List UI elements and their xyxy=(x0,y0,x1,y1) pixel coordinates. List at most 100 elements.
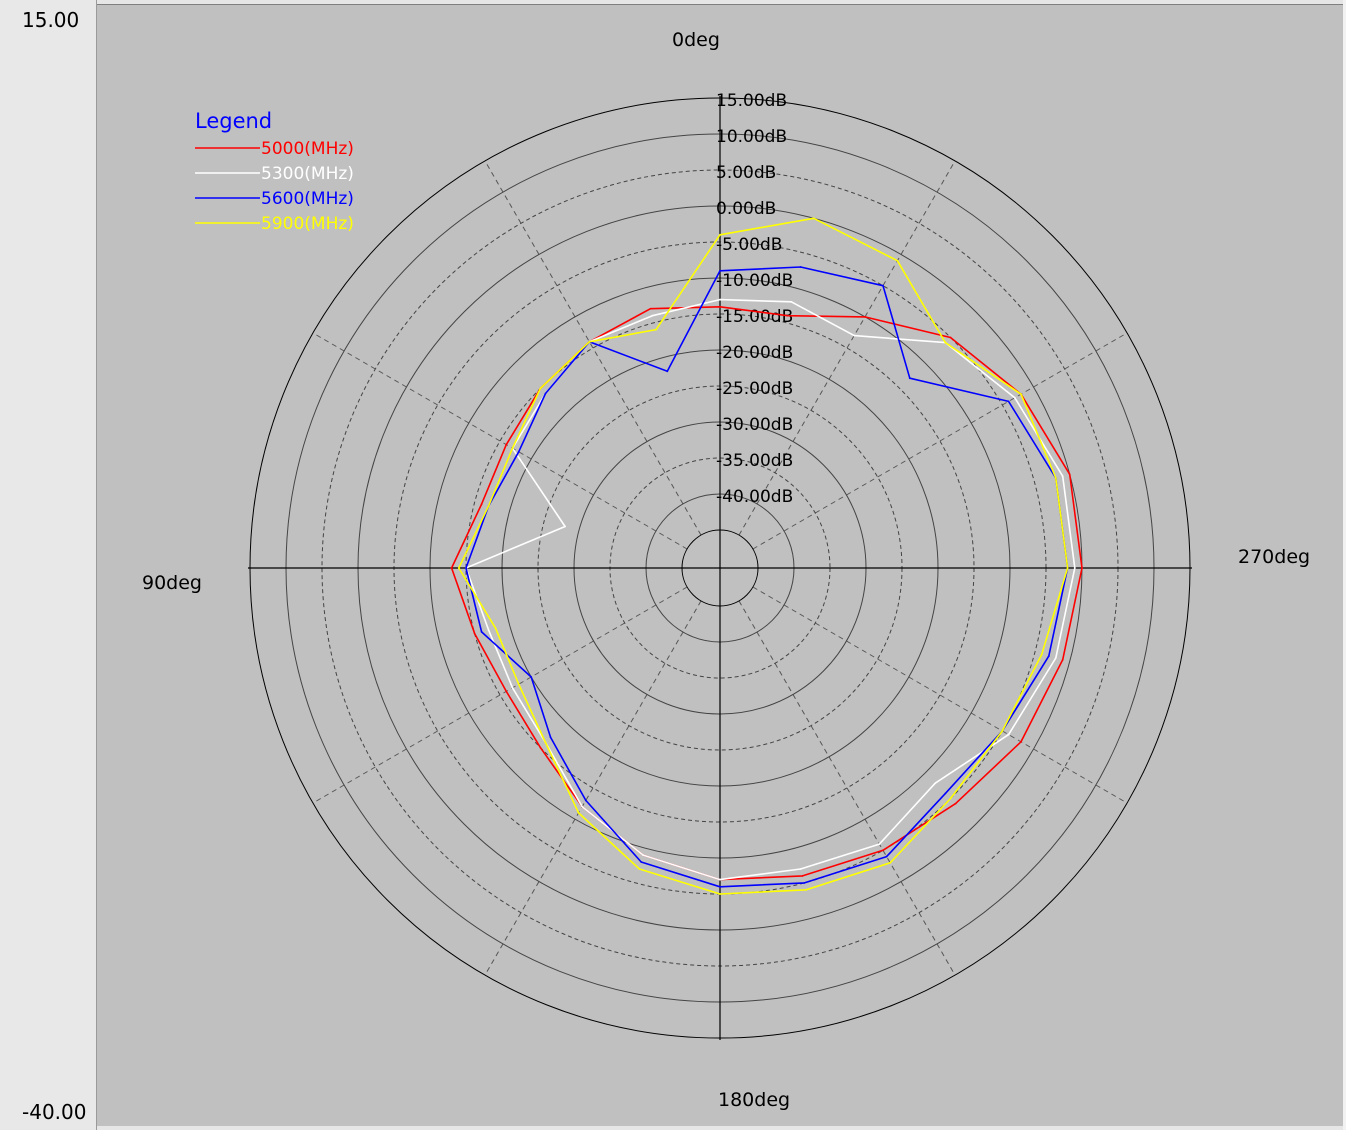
angle-grid-line xyxy=(738,600,956,976)
scale-max-label: 15.00 xyxy=(22,8,80,32)
data-point xyxy=(584,799,587,802)
data-point xyxy=(450,567,453,569)
data-point xyxy=(640,861,643,863)
angle-grid-line xyxy=(312,332,688,550)
data-point xyxy=(511,686,514,689)
data-point xyxy=(539,746,542,749)
data-point xyxy=(790,300,793,303)
data-point xyxy=(517,450,520,453)
angle-label: 90deg xyxy=(142,572,202,594)
legend-entry: 5000(MHz) xyxy=(261,139,354,159)
data-point xyxy=(465,567,467,569)
data-point xyxy=(638,868,641,870)
data-point xyxy=(805,888,808,891)
data-point xyxy=(719,233,721,236)
data-point xyxy=(544,741,547,744)
radial-tick-label: 15.00dB xyxy=(716,91,787,111)
scale-min-label: -40.00 xyxy=(22,1100,87,1124)
radial-tick-label: -35.00dB xyxy=(716,451,793,471)
legend-entry: 5600(MHz) xyxy=(261,189,354,209)
radial-tick-label: -25.00dB xyxy=(716,379,793,399)
data-point xyxy=(885,855,888,858)
window-border xyxy=(1343,0,1346,1130)
data-point xyxy=(1068,473,1071,476)
angle-grid-line xyxy=(484,600,702,976)
data-point xyxy=(505,690,508,693)
data-point xyxy=(801,875,804,877)
data-point xyxy=(487,505,490,507)
legend-entry: 5300(MHz) xyxy=(261,164,354,184)
data-point xyxy=(1073,567,1076,569)
data-point xyxy=(1007,733,1010,736)
angle-label: 180deg xyxy=(718,1089,790,1111)
data-point xyxy=(549,736,552,739)
radial-tick-label: 5.00dB xyxy=(716,163,776,183)
radial-tick-label: -30.00dB xyxy=(716,415,793,435)
radial-tick-label: 10.00dB xyxy=(716,127,787,147)
data-point xyxy=(544,392,547,395)
data-point xyxy=(642,854,644,856)
data-point xyxy=(949,797,952,800)
data-point xyxy=(719,885,721,888)
data-point xyxy=(799,868,802,870)
data-point xyxy=(1061,658,1064,661)
data-point xyxy=(719,878,721,881)
data-point xyxy=(799,266,802,268)
data-point xyxy=(494,627,497,630)
data-point xyxy=(954,802,957,805)
data-point xyxy=(1054,657,1057,659)
angle-grid-line xyxy=(484,160,702,536)
data-point xyxy=(1001,730,1004,732)
data-point xyxy=(487,629,490,631)
vertical-scale-bar: 15.00 -40.00 xyxy=(0,0,97,1130)
angle-grid-line xyxy=(312,586,688,804)
legend-title: Legend xyxy=(195,109,272,133)
angle-label: 270deg xyxy=(1238,546,1310,568)
data-point xyxy=(719,305,721,308)
data-point xyxy=(719,298,721,301)
data-point xyxy=(655,328,658,331)
data-point xyxy=(651,314,654,317)
data-point xyxy=(1020,393,1022,396)
radial-tick-label: -15.00dB xyxy=(716,307,793,327)
data-point xyxy=(882,284,884,287)
data-point xyxy=(1040,653,1043,656)
data-point xyxy=(564,525,566,528)
data-point xyxy=(539,387,542,390)
legend-entry: 5900(MHz) xyxy=(261,214,354,234)
data-point xyxy=(864,315,866,318)
data-point xyxy=(719,269,721,272)
data-point xyxy=(803,881,806,884)
data-point xyxy=(949,336,952,339)
data-point xyxy=(480,630,483,633)
data-point xyxy=(786,314,789,317)
data-point xyxy=(517,683,520,686)
data-point xyxy=(934,782,937,785)
data-point xyxy=(588,340,591,343)
data-point xyxy=(853,334,856,337)
angle-label: 0deg xyxy=(672,29,720,51)
data-point xyxy=(457,567,460,569)
data-point xyxy=(812,217,815,220)
data-point xyxy=(1020,740,1022,743)
radial-tick-label: -40.00dB xyxy=(716,487,793,507)
data-point xyxy=(1013,396,1016,399)
data-point xyxy=(649,307,652,310)
data-point xyxy=(896,259,899,262)
data-point xyxy=(581,805,584,808)
data-point xyxy=(882,849,884,852)
data-point xyxy=(719,893,721,895)
data-point xyxy=(505,443,508,446)
data-point xyxy=(1061,475,1064,478)
data-point xyxy=(889,861,892,864)
data-point xyxy=(1054,477,1057,479)
data-point xyxy=(480,503,483,506)
data-point xyxy=(878,843,881,845)
data-point xyxy=(908,377,911,380)
data-point xyxy=(1047,655,1050,658)
data-point xyxy=(666,370,669,373)
data-point xyxy=(577,812,580,814)
data-point xyxy=(530,676,533,678)
radial-tick-label: 0.00dB xyxy=(716,199,776,219)
